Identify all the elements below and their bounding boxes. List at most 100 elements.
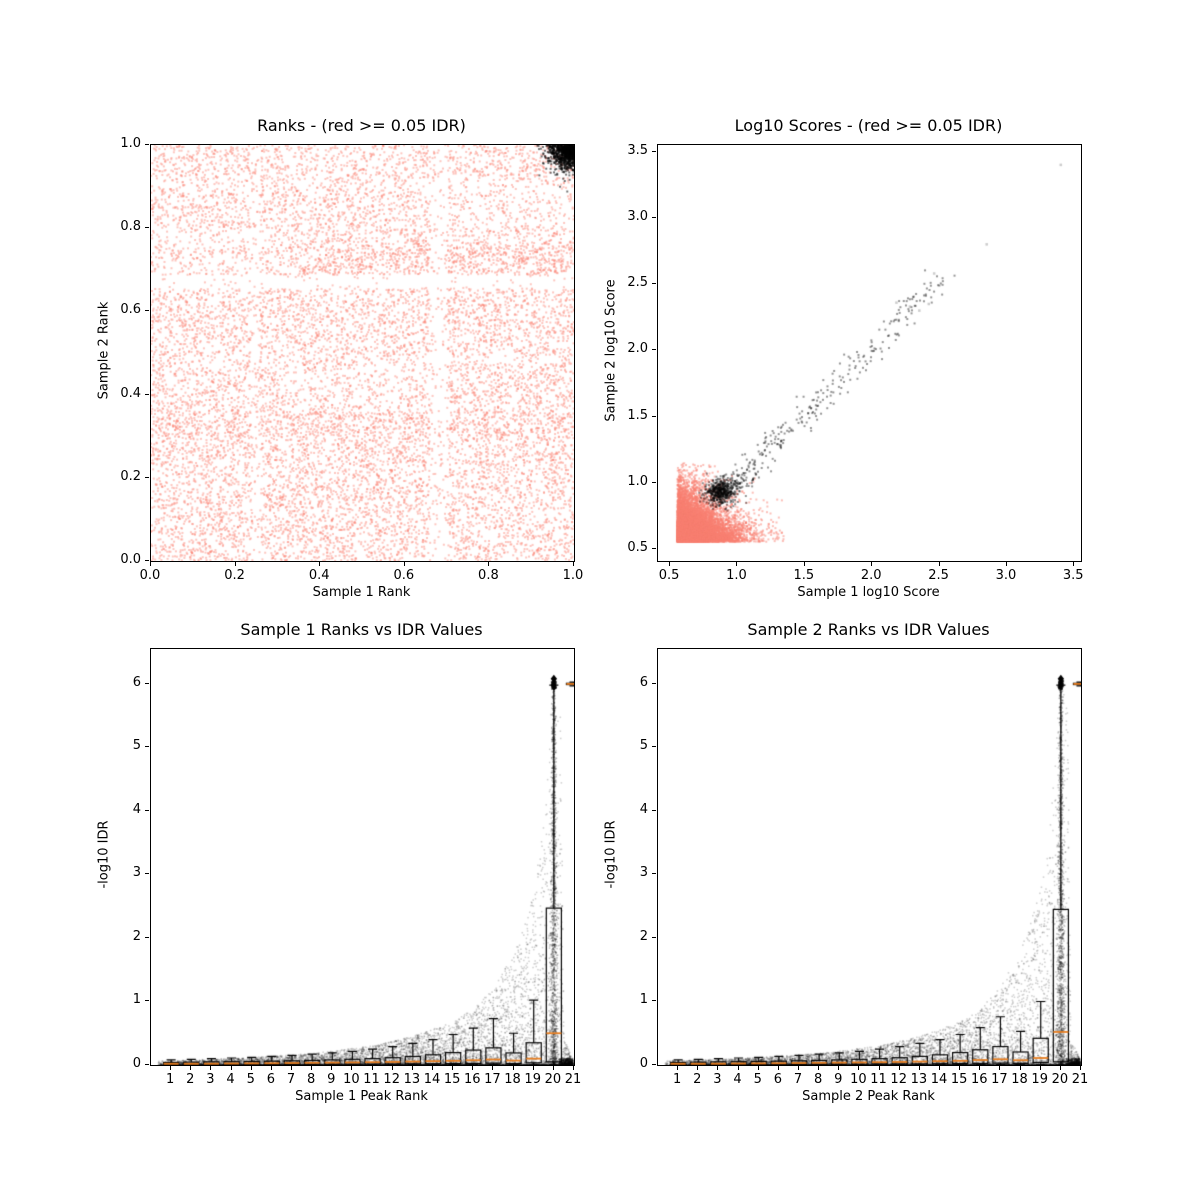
y-tick-mark: [652, 682, 656, 684]
x-tick-label: 7: [793, 1072, 803, 1087]
y-tick-label: 0: [639, 1056, 648, 1071]
x-tick-mark: [858, 1066, 860, 1070]
x-tick-label: 0.5: [658, 568, 680, 583]
x-tick-mark: [331, 1066, 333, 1070]
y-tick-mark: [652, 809, 656, 811]
y-tick-label: 1.0: [120, 136, 141, 151]
y-tick-label: 0: [132, 1056, 141, 1071]
subplot-log10-scores-plot-area: [657, 144, 1082, 562]
y-tick-label: 3.0: [627, 208, 648, 224]
y-tick-label: 6: [132, 674, 141, 690]
y-tick-label: 2.5: [627, 275, 648, 291]
y-tick-mark: [652, 349, 656, 351]
x-tick-label: 3: [713, 1072, 722, 1087]
x-tick-label: 14: [423, 1072, 441, 1087]
x-tick-mark: [979, 1066, 981, 1070]
subplot-log10-scores-xlabel: Sample 1 log10 Score: [797, 585, 940, 600]
y-tick-mark: [145, 1000, 149, 1002]
subplot-ranks-xlabel: Sample 1 Rank: [312, 585, 411, 600]
subplot-sample1-idr-title: Sample 1 Ranks vs IDR Values: [240, 620, 483, 639]
x-tick-label: 1: [673, 1072, 682, 1087]
x-tick-mark: [573, 1066, 574, 1070]
x-tick-label: 19: [1031, 1072, 1048, 1087]
subplot-log10-scores-title: Log10 Scores - (red >= 0.05 IDR): [734, 116, 1003, 135]
subplot-sample2-idr-title: Sample 2 Ranks vs IDR Values: [747, 620, 990, 639]
x-tick-mark: [1005, 562, 1007, 566]
x-tick-mark: [999, 1066, 1001, 1070]
y-tick-mark: [145, 144, 149, 145]
x-tick-mark: [291, 1066, 292, 1070]
x-tick-mark: [1059, 1066, 1061, 1070]
x-tick-label: 0.0: [139, 568, 161, 583]
x-tick-label: 2: [186, 1072, 195, 1087]
x-tick-mark: [1019, 1066, 1021, 1070]
y-tick-label: 1.0: [627, 473, 648, 489]
subplot-sample1-idr-plot-area: [150, 648, 575, 1066]
x-tick-mark: [190, 1066, 192, 1070]
x-tick-mark: [938, 562, 940, 566]
x-tick-label: 0.6: [393, 568, 415, 583]
x-tick-label: 4: [226, 1072, 235, 1087]
x-tick-mark: [918, 1066, 920, 1070]
x-tick-label: 18: [1011, 1072, 1028, 1087]
y-tick-mark: [145, 936, 149, 938]
x-tick-label: 13: [403, 1072, 421, 1087]
x-tick-mark: [1039, 1066, 1041, 1070]
x-tick-label: 16: [464, 1072, 481, 1087]
x-tick-label: 1.0: [562, 568, 584, 583]
y-tick-label: 0.6: [120, 302, 141, 318]
x-tick-label: 8: [307, 1072, 316, 1087]
x-tick-label: 0.4: [308, 568, 330, 583]
y-tick-mark: [145, 476, 149, 478]
x-tick-label: 0.2: [224, 568, 245, 583]
x-tick-mark: [319, 562, 321, 566]
subplot-ranks-canvas: [151, 145, 574, 561]
subplot-sample2-idr-xlabel: Sample 2 Peak Rank: [802, 1089, 935, 1104]
y-tick-label: 4: [639, 801, 648, 817]
x-tick-mark: [230, 1066, 232, 1070]
x-tick-mark: [939, 1066, 940, 1070]
x-tick-mark: [878, 1066, 880, 1070]
x-tick-label: 16: [971, 1072, 988, 1087]
y-tick-mark: [652, 481, 656, 483]
x-tick-mark: [573, 562, 574, 566]
x-tick-mark: [488, 562, 490, 566]
x-tick-mark: [959, 1066, 961, 1070]
x-tick-label: 1.0: [726, 568, 747, 583]
x-tick-mark: [798, 1066, 799, 1070]
x-tick-label: 5: [753, 1072, 762, 1087]
x-tick-mark: [838, 1066, 840, 1070]
y-tick-label: 2: [132, 928, 141, 944]
x-tick-label: 5: [246, 1072, 255, 1087]
y-tick-label: 0.4: [120, 385, 141, 401]
x-tick-label: 13: [910, 1072, 928, 1087]
y-tick-mark: [145, 809, 149, 811]
y-tick-mark: [145, 873, 149, 875]
subplot-ranks-title: Ranks - (red >= 0.05 IDR): [257, 116, 466, 135]
x-tick-mark: [452, 1066, 454, 1070]
y-tick-label: 6: [639, 674, 648, 690]
y-tick-mark: [145, 746, 149, 748]
x-tick-label: 6: [773, 1072, 782, 1087]
y-tick-label: 1: [639, 992, 648, 1008]
x-tick-label: 3.0: [995, 568, 1017, 583]
x-tick-label: 15: [443, 1072, 461, 1087]
x-tick-label: 2: [693, 1072, 702, 1087]
y-tick-mark: [652, 936, 656, 938]
x-tick-label: 8: [814, 1072, 823, 1087]
x-tick-mark: [170, 1066, 172, 1070]
x-tick-label: 20: [1051, 1072, 1069, 1087]
y-tick-mark: [652, 1064, 656, 1065]
x-tick-label: 18: [504, 1072, 521, 1087]
y-tick-mark: [145, 1064, 149, 1065]
x-tick-mark: [403, 562, 405, 566]
x-tick-mark: [472, 1066, 474, 1070]
y-tick-label: 2: [639, 928, 648, 944]
y-tick-mark: [652, 283, 656, 285]
x-tick-mark: [1073, 562, 1075, 566]
y-tick-mark: [652, 216, 656, 218]
y-tick-label: 5: [639, 738, 648, 754]
x-tick-label: 21: [1071, 1072, 1089, 1087]
x-tick-label: 19: [524, 1072, 541, 1087]
x-tick-mark: [311, 1066, 313, 1070]
